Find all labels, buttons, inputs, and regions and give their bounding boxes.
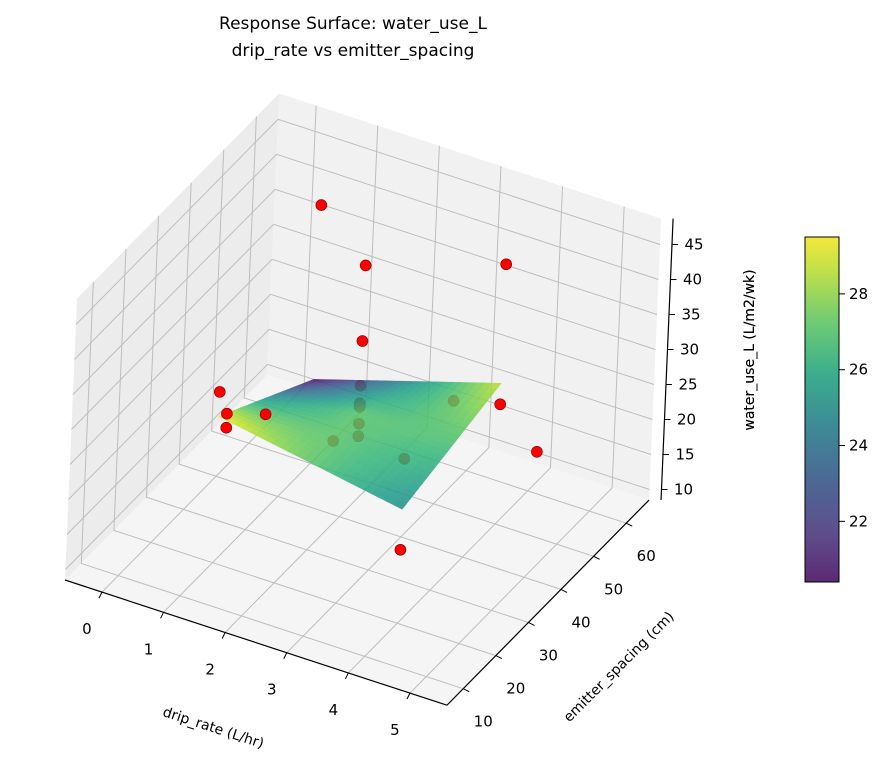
y-tick-label: 40 [571, 613, 590, 631]
data-point [315, 199, 328, 211]
gridline-y [243, 116, 627, 524]
z-axis-line [660, 218, 674, 501]
y-tick-label: 30 [539, 646, 558, 664]
axis-lines [64, 218, 678, 706]
x-axis-label: drip_rate (L/hr) [161, 704, 266, 752]
colorbar-ticks: 22 24 26 28 [839, 285, 868, 530]
gridline-y [178, 182, 562, 590]
data-point [394, 543, 407, 556]
data-point [221, 407, 233, 420]
data-point [356, 335, 369, 347]
data-point [359, 259, 372, 272]
x-tick-label: 2 [205, 661, 215, 679]
gridline-y [80, 282, 464, 690]
y-tick-label: 60 [637, 547, 656, 565]
chart-title-line-2: drip_rate vs emitter_spacing [231, 41, 475, 61]
colorbar-tick-label: 24 [849, 437, 868, 455]
gridline-z [69, 258, 655, 465]
z-tick-label: 25 [678, 376, 697, 394]
colorbar-tick-label: 22 [849, 512, 868, 530]
gridline-z [75, 118, 661, 325]
y-tick [528, 622, 535, 626]
chart-title-line-1: Response Surface: water_use_L [219, 14, 487, 34]
gridline-x [286, 166, 502, 654]
x-tick-label: 5 [390, 721, 400, 739]
scatter-points [213, 199, 543, 556]
z-tick-label: 15 [675, 446, 694, 464]
y-tick [560, 588, 568, 593]
z-tick-label: 35 [681, 306, 700, 324]
y-tick [625, 522, 633, 527]
gridline-x [348, 186, 564, 674]
data-point [259, 408, 272, 421]
x-tick-label: 1 [144, 640, 154, 658]
z-tick-label: 40 [683, 271, 702, 289]
z-axis-label: water_use_L (L/m2/wk) [742, 269, 758, 430]
y-tick-label: 20 [506, 680, 525, 698]
y-axis-line [446, 499, 650, 706]
y-tick [495, 655, 503, 660]
gridline-z [72, 188, 658, 395]
colorbar-tick-label: 26 [849, 361, 868, 379]
x-tick [221, 632, 226, 639]
x-tick [98, 591, 103, 599]
z-tick-label: 30 [680, 341, 699, 359]
gridline-z [71, 223, 656, 430]
x-tick-label: 4 [329, 701, 339, 719]
y-tick [462, 688, 470, 693]
gridline-y [211, 149, 594, 557]
data-point [494, 398, 506, 411]
colorbar [804, 236, 840, 583]
gridline-z [65, 363, 650, 570]
gridline-x [409, 206, 625, 694]
data-point [500, 258, 512, 271]
y-tick-label: 50 [604, 580, 623, 598]
x-axis-line [64, 579, 448, 706]
y-tick-label: 10 [474, 713, 493, 731]
data-point [531, 445, 543, 458]
response-surface [217, 379, 502, 510]
left-pane [65, 93, 280, 580]
data-point [220, 421, 233, 434]
gridline-y [145, 215, 529, 623]
x-tick [160, 612, 165, 619]
z-tick-label: 10 [674, 481, 693, 499]
x-tick [406, 692, 411, 700]
gridline-z [74, 153, 659, 360]
x-tick-label: 3 [267, 681, 277, 699]
colorbar-label: water_use_L (L/m2/wk) [742, 269, 758, 430]
colorbar-tick-label: 28 [849, 285, 868, 303]
x-tick [344, 672, 349, 680]
gridline-y [113, 248, 496, 657]
x-tick [283, 652, 288, 659]
data-point [213, 386, 226, 398]
gridline-z [66, 328, 652, 535]
floor-pane [65, 374, 650, 706]
gridline-z [68, 293, 653, 500]
z-tick-label: 20 [677, 411, 696, 429]
y-tick [593, 555, 600, 560]
z-tick-label: 45 [684, 236, 703, 254]
axes-panes [65, 93, 662, 706]
x-tick-label: 0 [82, 620, 92, 638]
surface-facet [394, 499, 407, 510]
